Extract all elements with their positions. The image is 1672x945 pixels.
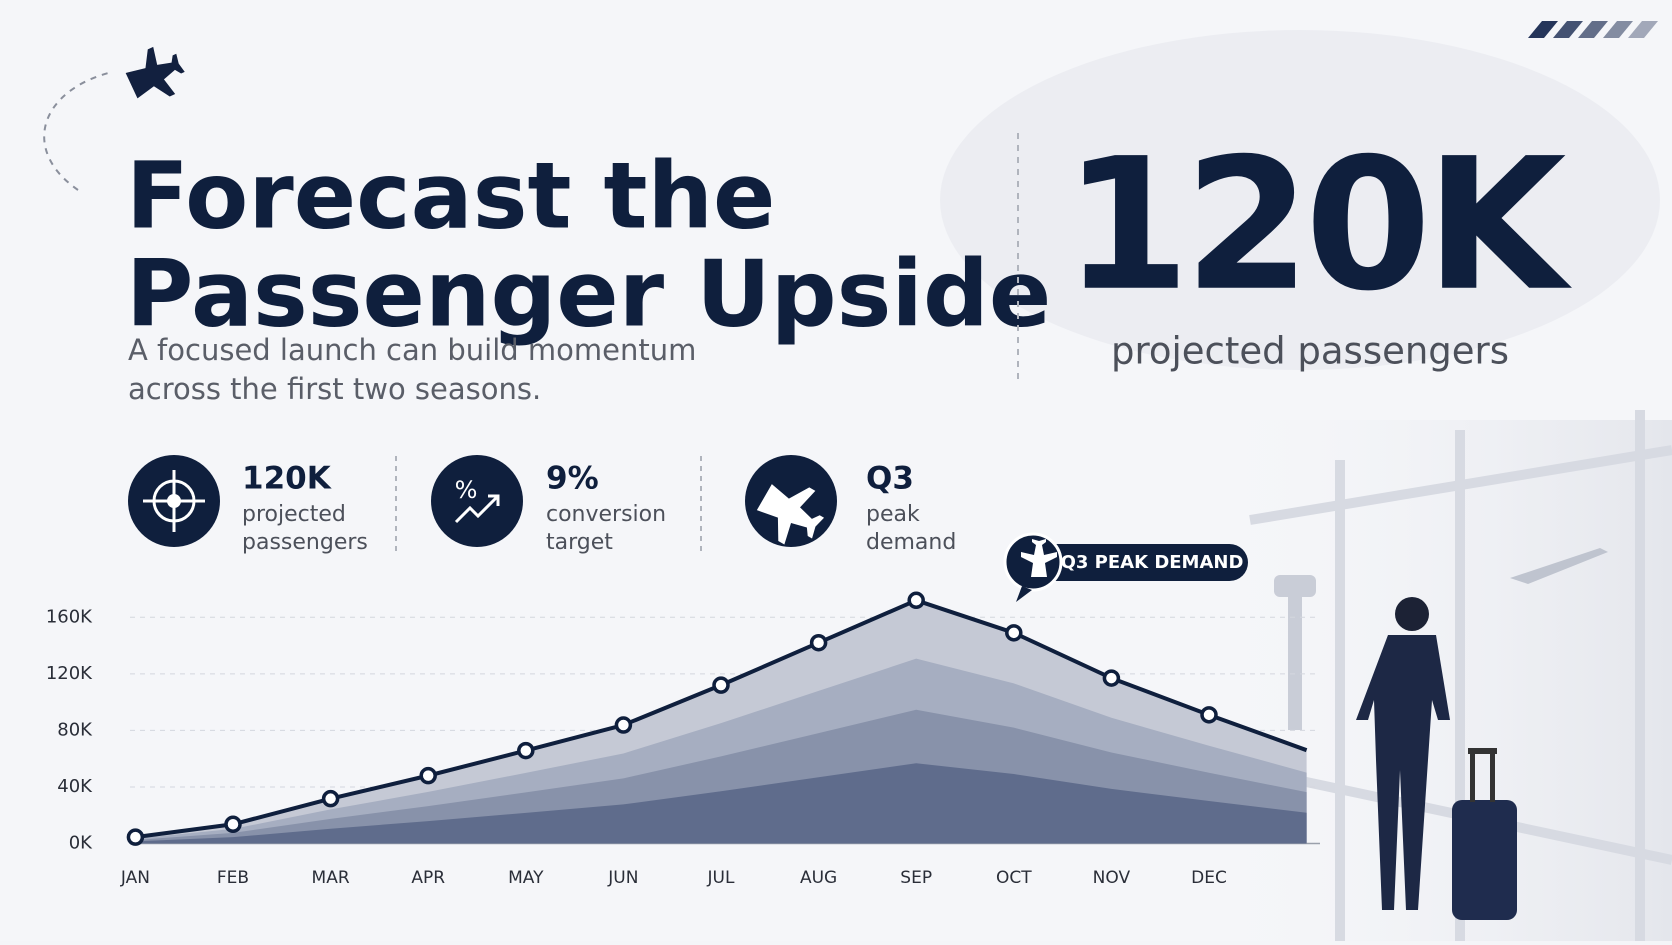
title-line: Passenger Upside	[126, 240, 1051, 347]
svg-text:%: %	[455, 476, 478, 504]
callout: Q3 PEAK DEMAND	[1003, 532, 1248, 602]
y-tick-label: 40K	[57, 776, 93, 797]
stat-value: 9%	[546, 461, 599, 497]
point	[126, 828, 145, 846]
stat-label: conversion	[546, 502, 666, 527]
stat-label: projected	[242, 502, 346, 527]
point	[614, 716, 633, 734]
point	[809, 633, 828, 652]
x-tick-label: JUN	[607, 868, 638, 888]
y-tick-label: 160K	[46, 606, 93, 627]
headline-label: projected passengers	[1111, 330, 1509, 373]
x-tick-label: MAR	[312, 868, 350, 888]
stat-icon: %	[431, 455, 523, 547]
stat-label: peak	[866, 502, 920, 527]
x-tick-label: NOV	[1093, 868, 1131, 888]
y-tick-label: 0K	[69, 833, 93, 854]
callout-text: Q3 PEAK DEMAND	[1061, 552, 1244, 573]
airplane-bg	[1510, 548, 1608, 584]
point	[712, 676, 730, 694]
x-tick-label: DEC	[1191, 868, 1227, 888]
x-tick-label: APR	[411, 868, 445, 888]
stat-value: Q3	[866, 461, 914, 497]
plane-icon	[125, 46, 185, 99]
traveler	[1356, 597, 1517, 920]
point	[1005, 624, 1023, 642]
stat-label: demand	[866, 530, 956, 555]
x-tick-label: AUG	[800, 868, 837, 888]
x-tick-label: FEB	[217, 868, 249, 888]
y-tick-label: 120K	[46, 663, 93, 684]
point	[224, 815, 242, 834]
point	[907, 591, 925, 610]
x-tick-label: SEP	[900, 868, 932, 888]
control-tower	[1274, 575, 1316, 730]
subtitle-line: across the first two seasons.	[128, 372, 541, 406]
x-tick-label: OCT	[996, 868, 1032, 888]
stat-icon	[128, 455, 220, 547]
map-haze	[940, 30, 1660, 370]
headline-value: 120K	[1064, 119, 1573, 331]
title-line: Forecast the	[126, 142, 775, 249]
stat-icon	[745, 455, 837, 547]
stat-value: 120K	[242, 461, 332, 497]
y-tick-label: 80K	[57, 719, 93, 740]
x-tick-label: JUL	[707, 868, 735, 888]
x-tick-label: MAY	[508, 868, 544, 888]
point	[419, 766, 437, 785]
stripes	[1528, 21, 1658, 38]
point	[1102, 669, 1121, 687]
subtitle-line: A focused launch can build momentum	[128, 333, 696, 367]
stat-label: passengers	[242, 530, 368, 555]
area-band	[135, 763, 1307, 844]
point	[517, 741, 535, 760]
x-tick-label: JAN	[120, 868, 150, 888]
point	[1200, 706, 1218, 724]
stat-label: target	[546, 530, 613, 555]
point	[321, 789, 340, 808]
